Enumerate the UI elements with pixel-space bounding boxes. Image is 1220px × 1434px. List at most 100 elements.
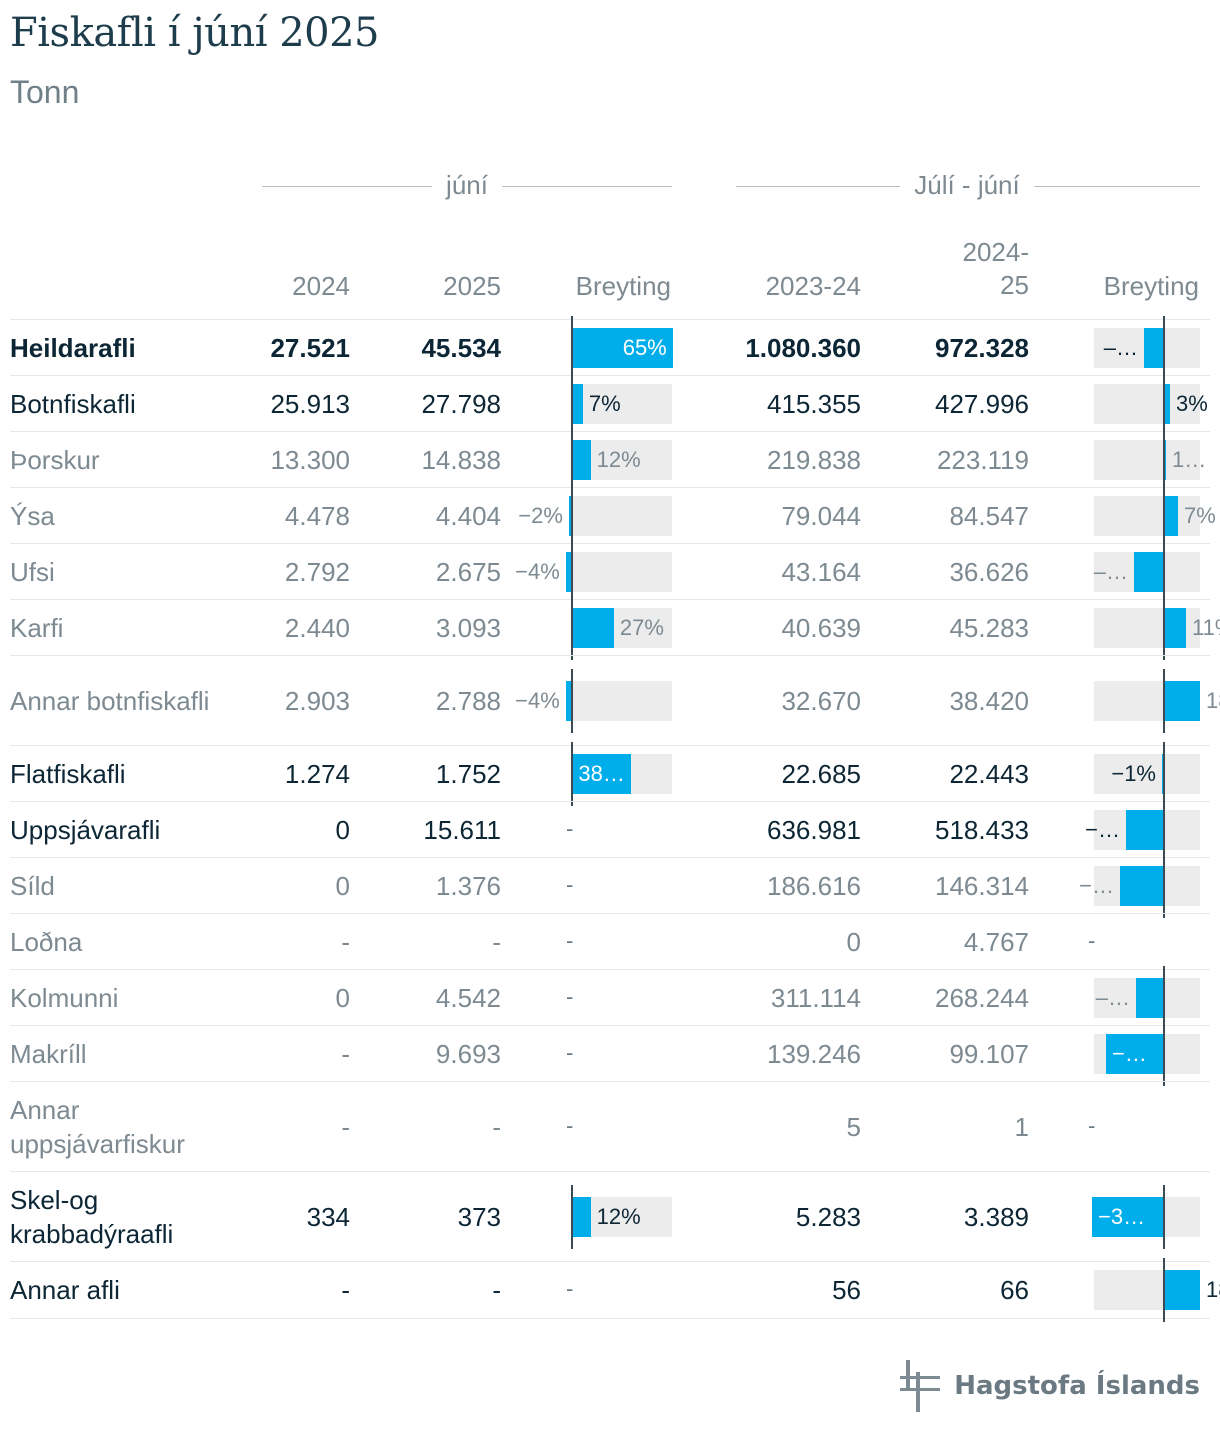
- value-2024: 0: [335, 982, 350, 1013]
- value-2024: 0: [335, 814, 350, 845]
- table-row: Annar uppsjávarfiskur - - 5 1 - -: [10, 1081, 1210, 1172]
- value-2024: -: [341, 1274, 350, 1305]
- value-2024: -: [341, 1111, 350, 1142]
- year-change-label: 11%: [1192, 615, 1220, 640]
- year-change-label: 3%: [1176, 391, 1208, 416]
- table-row: Botnfiskafli 25.913 27.798 415.355 427.996 7%…: [10, 372, 1210, 436]
- value-2025: 27.798: [421, 388, 501, 419]
- year-bar-background: [1094, 440, 1200, 480]
- table-row: Kolmunni 0 4.542 311.114 268.244 - –…: [10, 966, 1210, 1030]
- row-label: Makríll: [10, 1039, 87, 1069]
- year-change-label: –…: [1103, 335, 1138, 360]
- value-2025: -: [492, 1274, 501, 1305]
- value-2023-24: 22.685: [781, 758, 861, 789]
- row-label: Annar afli: [10, 1275, 120, 1305]
- table-row: Skel-og krabbadýraafli 334 373 5.283 3.389 12…: [10, 1171, 1210, 1262]
- value-2023-24: 139.246: [767, 1038, 861, 1069]
- year-bar: [1164, 496, 1178, 536]
- value-2024-25: 84.547: [949, 500, 1029, 531]
- year-zero-line: [1163, 596, 1165, 660]
- value-2024-25: 518.433: [935, 814, 1029, 845]
- value-2023-24: 79.044: [781, 500, 861, 531]
- year-bar: [1164, 1270, 1200, 1310]
- month-dash: -: [566, 1040, 574, 1065]
- value-2025: 14.838: [421, 444, 501, 475]
- year-zero-line: [1163, 428, 1165, 492]
- month-zero-line: [571, 540, 573, 604]
- month-dash: -: [566, 1276, 574, 1301]
- year-zero-line: [1163, 742, 1165, 806]
- table-row: Ufsi 2.792 2.675 43.164 36.626 −4% –…: [10, 540, 1210, 604]
- year-bar-background: [1094, 754, 1200, 794]
- chart-title: Fiskafli í júní 2025: [10, 10, 380, 56]
- year-dash: -: [1088, 1113, 1096, 1138]
- value-2024: 25.913: [270, 388, 350, 419]
- group-label-year: Júlí - júní: [900, 170, 1034, 201]
- row-label: Flatfiskafli: [10, 759, 126, 789]
- value-2023-24: 32.670: [781, 685, 861, 716]
- row-label: Ýsa: [10, 501, 55, 531]
- value-2024-25: 38.420: [949, 685, 1029, 716]
- month-dash: -: [566, 1113, 574, 1138]
- value-2025: 9.693: [435, 1038, 501, 1069]
- month-change-label: −4%: [515, 559, 560, 584]
- row-label: Kolmunni: [10, 983, 119, 1013]
- value-2023-24: 5: [846, 1111, 861, 1142]
- month-dash: -: [566, 984, 574, 1009]
- value-2023-24: 311.114: [770, 982, 861, 1013]
- table-row: Síld 0 1.376 186.616 146.314 - −…: [10, 854, 1210, 918]
- year-zero-line: [1163, 540, 1165, 604]
- logo-text: Hagstofa Íslands: [954, 1371, 1200, 1401]
- value-2025: 3.093: [435, 612, 501, 643]
- row-label: Annar uppsjávarfiskur: [10, 1095, 185, 1159]
- chart-subtitle: Tonn: [10, 74, 80, 110]
- year-bar-background: [1094, 496, 1200, 536]
- value-2024: 13.300: [270, 444, 350, 475]
- col-header-2024-25: 2024- 25: [900, 236, 1030, 302]
- table-row: Þorskur 13.300 14.838 219.838 223.119 12% 1…: [10, 428, 1210, 492]
- year-bar-background: [1094, 384, 1200, 424]
- year-bar: [1164, 440, 1166, 480]
- row-label: Ufsi: [10, 557, 55, 587]
- table-row: Heildarafli 27.521 45.534 1.080.360 972.328 6…: [10, 316, 1210, 380]
- year-change-label: 7%: [1184, 503, 1216, 528]
- value-2025: -: [492, 926, 501, 957]
- col-header-2024-25-line1: 2024-: [962, 237, 1030, 267]
- table-row: Makríll - 9.693 139.246 99.107 - −…: [10, 1022, 1210, 1086]
- value-2023-24: 40.639: [781, 612, 861, 643]
- year-zero-line: [1163, 854, 1165, 918]
- month-bar-background: [572, 384, 672, 424]
- month-zero-line: [571, 742, 573, 806]
- year-change-label: –…: [1095, 985, 1130, 1010]
- row-label: Uppsjávarafli: [10, 815, 161, 845]
- year-zero-line: [1163, 484, 1165, 548]
- month-bar-background: [572, 496, 672, 536]
- value-2024: 2.792: [284, 556, 350, 587]
- month-bar: [572, 328, 673, 368]
- value-2024: 2.903: [284, 685, 350, 716]
- year-zero-line: [1163, 1258, 1165, 1322]
- month-change-label: 7%: [588, 391, 621, 416]
- year-bar: [1120, 866, 1164, 906]
- month-bar: [568, 496, 572, 536]
- value-2025: 4.542: [435, 982, 501, 1013]
- col-header-2024: 2024: [292, 271, 350, 301]
- row-label: Þorskur: [10, 445, 100, 475]
- value-2024-25: 427.996: [935, 388, 1029, 419]
- row-label: Karfi: [10, 613, 64, 643]
- value-2024: 27.521: [270, 332, 350, 363]
- year-bar: [1106, 1034, 1164, 1074]
- value-2024: -: [341, 1038, 350, 1069]
- month-dash: -: [566, 928, 574, 953]
- month-zero-line: [571, 316, 573, 380]
- value-2024-25: 22.443: [949, 758, 1029, 789]
- value-2023-24: 415.355: [767, 388, 861, 419]
- month-change-label: 12%: [596, 447, 641, 472]
- month-zero-line: [571, 484, 573, 548]
- year-change-label: –…: [1093, 559, 1128, 584]
- month-bar: [572, 384, 583, 424]
- value-2024: -: [341, 926, 350, 957]
- month-change-label: 38…: [578, 761, 625, 786]
- row-label: Heildarafli: [10, 333, 136, 363]
- value-2024: 2.440: [284, 612, 350, 643]
